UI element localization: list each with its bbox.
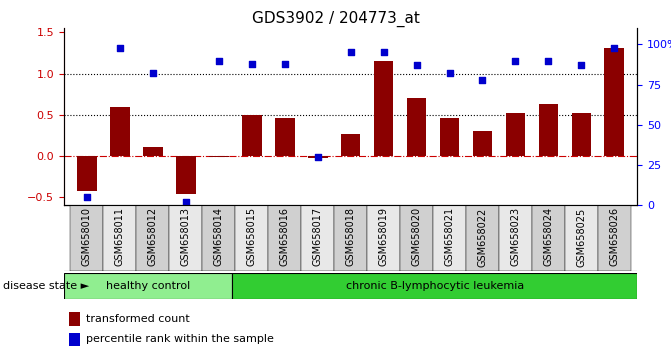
Bar [334,205,367,271]
Bar [466,205,499,271]
Point [444,70,455,76]
Bar [143,147,162,156]
Text: GSM658011: GSM658011 [115,207,125,266]
Bar [110,107,130,156]
Point [543,58,554,63]
Point [148,70,158,76]
Bar [433,205,466,271]
Point [312,154,323,160]
Bar [236,205,268,271]
Point [81,194,92,200]
Point [477,77,488,82]
Text: GSM658012: GSM658012 [148,207,158,267]
Bar [565,205,598,271]
Bar [169,205,202,271]
Point [411,63,422,68]
Text: GSM658019: GSM658019 [378,207,389,266]
Bar [70,333,80,346]
Bar [407,98,427,156]
Bar [341,134,360,156]
Bar [136,205,169,271]
Point [115,45,125,51]
Text: GSM658026: GSM658026 [609,207,619,267]
Bar [103,205,136,271]
Bar [268,205,301,271]
Text: GSM658013: GSM658013 [180,207,191,266]
Text: GSM658018: GSM658018 [346,207,356,266]
Text: GSM658022: GSM658022 [478,207,488,267]
Bar [572,113,591,156]
Bar [64,273,232,299]
Bar [440,118,460,156]
Bar [367,205,400,271]
Point [378,50,389,55]
Text: GSM658025: GSM658025 [576,207,586,267]
Bar [598,205,631,271]
Text: chronic B-lymphocytic leukemia: chronic B-lymphocytic leukemia [346,281,524,291]
Bar [374,61,393,156]
Bar [301,205,334,271]
Point [213,58,224,63]
Point [246,61,257,67]
Point [576,63,586,68]
Bar [499,205,532,271]
Bar [70,205,103,271]
Text: GSM658016: GSM658016 [280,207,290,266]
Text: transformed count: transformed count [85,314,189,324]
Bar [70,312,80,326]
Bar [202,205,236,271]
Text: GSM658017: GSM658017 [313,207,323,267]
Point [510,58,521,63]
Text: GSM658020: GSM658020 [411,207,421,267]
Text: GSM658023: GSM658023 [511,207,521,267]
Bar [532,205,565,271]
Point [279,61,290,67]
Text: GDS3902 / 204773_at: GDS3902 / 204773_at [252,11,419,27]
Text: percentile rank within the sample: percentile rank within the sample [85,335,273,344]
Text: healthy control: healthy control [106,281,191,291]
Point [180,199,191,205]
Text: GSM658024: GSM658024 [544,207,554,267]
Bar [242,115,262,156]
Bar [176,156,196,194]
Bar [605,48,624,156]
Bar [274,118,295,156]
Text: GSM658015: GSM658015 [247,207,257,267]
Text: GSM658010: GSM658010 [82,207,92,266]
Text: GSM658021: GSM658021 [444,207,454,267]
Text: disease state ►: disease state ► [3,281,89,291]
Bar [308,156,327,158]
Text: GSM658014: GSM658014 [213,207,223,266]
Bar [77,156,97,191]
Bar [400,205,433,271]
Bar [472,131,493,156]
Bar [539,104,558,156]
Bar [209,156,229,157]
Bar [232,273,637,299]
Point [345,50,356,55]
Point [609,45,620,51]
Bar [505,113,525,156]
